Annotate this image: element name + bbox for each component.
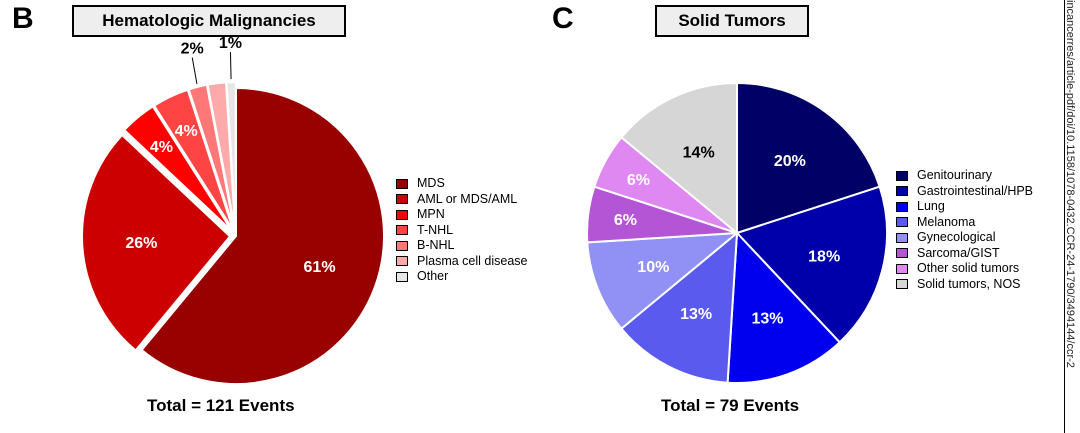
total-b: Total = 121 Events (147, 396, 295, 415)
legend-label: Plasma cell disease (417, 253, 528, 268)
legend-label: MPN (417, 207, 445, 221)
pie-slice-other (225, 81, 237, 231)
side-watermark: incancerres/article-pdf/doi/10.1158/1078… (1062, 0, 1076, 433)
panel-label-c: C (552, 2, 574, 35)
legend-item: Solid tumors, NOS (896, 277, 1033, 293)
legend-item: AML or MDS/AML (396, 192, 527, 208)
legend-b: MDS AML or MDS/AML MPN T-NHL B-NHL Plasma cel… (396, 176, 527, 285)
data-label: 61% (304, 259, 336, 276)
legend-label: Gynecological (917, 230, 996, 244)
data-label: 1% (219, 35, 242, 52)
legend-swatch (896, 248, 908, 259)
legend-item: Gastrointestinal/HPB (896, 184, 1033, 200)
legend-swatch (896, 186, 908, 197)
leader-line (229, 52, 232, 80)
legend-swatch (396, 194, 408, 205)
legend-item: Lung (896, 199, 1033, 215)
legend-item: Plasma cell disease (396, 254, 527, 270)
legend-label: Melanoma (917, 214, 976, 229)
legend-label: B-NHL (417, 238, 455, 252)
legend-item: Genitourinary (896, 168, 1033, 184)
pie-slice-solid-tumors-nos (620, 81, 738, 236)
legend-swatch (396, 240, 408, 251)
legend-swatch (896, 201, 908, 212)
legend-item: MPN (396, 207, 527, 223)
legend-item: Melanoma (896, 215, 1033, 231)
data-label: 20% (774, 153, 806, 170)
legend-swatch (396, 271, 408, 282)
legend-swatch (896, 279, 908, 290)
pie-slice-melanoma (620, 230, 739, 384)
legend-label: AML or MDS/AML (417, 191, 518, 206)
data-label: 13% (751, 311, 783, 328)
legend-label: MDS (417, 176, 445, 190)
legend-swatch (896, 217, 908, 228)
data-label: 10% (637, 259, 669, 276)
pie-slice-t-nhl (152, 88, 235, 232)
pie-slice-mpn (122, 105, 234, 233)
legend-swatch (896, 232, 908, 243)
data-label: 6% (627, 172, 650, 189)
chart-title-c: Solid Tumors (655, 5, 809, 37)
legend-c: Genitourinary Gastrointestinal/HPB Lung Mel… (896, 168, 1033, 292)
legend-swatch (896, 170, 908, 181)
legend-item: T-NHL (396, 223, 527, 239)
legend-item: B-NHL (396, 238, 527, 254)
legend-item: Other (396, 269, 527, 285)
data-label: 14% (683, 145, 715, 162)
pie-slice-genitourinary (736, 81, 881, 235)
data-label: 26% (125, 235, 157, 252)
data-label: 2% (181, 41, 204, 58)
data-label: 13% (680, 306, 712, 323)
pie-slice-aml-or-mds-aml (81, 133, 232, 352)
pie-slice-gynecological (586, 231, 741, 331)
pie-slice-gastrointestinal-hpb (735, 185, 888, 344)
panel-label-b: B (12, 2, 34, 35)
legend-label: Genitourinary (917, 168, 993, 182)
legend-swatch (396, 209, 408, 220)
total-c: Total = 79 Events (661, 396, 800, 415)
data-label: 4% (175, 123, 198, 140)
legend-item: Other solid tumors (896, 261, 1033, 277)
leader-line (191, 57, 198, 85)
legend-item: MDS (396, 176, 527, 192)
legend-swatch (396, 178, 408, 189)
legend-label: Gastrointestinal/HPB (917, 183, 1034, 198)
legend-item: Sarcoma/GIST (896, 246, 1033, 262)
side-text: incancerres/article-pdf/doi/10.1158/1078… (1064, 0, 1076, 368)
legend-label: Solid tumors, NOS (917, 276, 1021, 291)
page-edge-line (1064, 0, 1065, 433)
legend-swatch (396, 225, 408, 236)
legend-label: Sarcoma/GIST (917, 245, 1000, 260)
data-label: 18% (808, 248, 840, 265)
legend-item: Gynecological (896, 230, 1033, 246)
pie-slice-mds (140, 86, 385, 385)
chart-title-b: Hematologic Malignancies (72, 5, 346, 37)
data-label: 6% (614, 212, 637, 229)
legend-label: Other (417, 269, 449, 283)
legend-label: Lung (917, 199, 945, 213)
legend-swatch (896, 263, 908, 274)
pie-slice-lung (726, 230, 842, 384)
legend-label: Other solid tumors (917, 261, 1020, 275)
legend-label: T-NHL (417, 222, 454, 237)
data-label: 4% (150, 139, 173, 156)
legend-swatch (396, 256, 408, 267)
